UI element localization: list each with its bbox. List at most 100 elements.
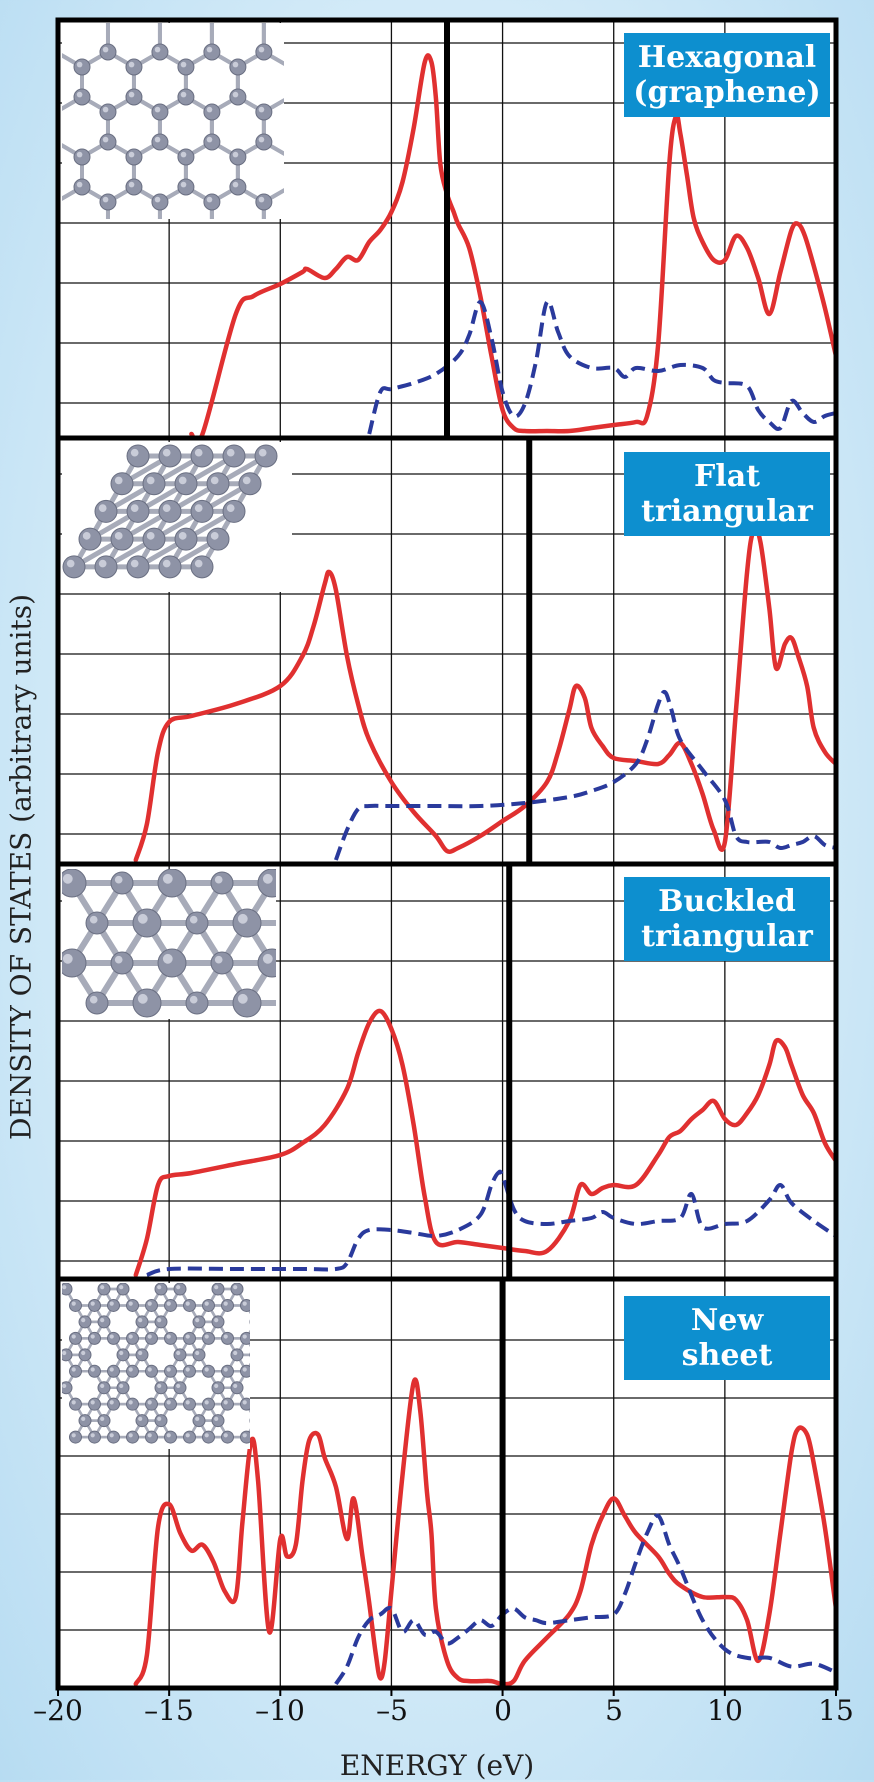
atom-highlight [214,1285,219,1290]
atom-highlight [166,1433,171,1438]
atom-highlight [62,953,73,964]
atom-highlight [194,504,203,512]
atom [158,444,182,468]
atom [78,1414,92,1428]
atom-highlight [258,448,267,457]
atom [202,1430,215,1444]
atom-highlight [90,1301,95,1306]
atom-highlight [204,1301,209,1306]
dos-curve-dashed [146,1169,836,1277]
atom-highlight [146,476,155,485]
atom-highlight [258,196,265,203]
atom-highlight [233,1285,238,1290]
atom-highlight [162,953,173,964]
atom-highlight [89,995,98,1004]
atom [151,43,169,61]
dos-curve-dashed [367,299,836,435]
atom-highlight [119,1383,124,1389]
atom-highlight [237,913,248,924]
atom-highlight [214,875,223,884]
atom-highlight [242,1400,247,1405]
atom-highlight [204,1433,209,1438]
atom [126,1430,139,1444]
atom [69,1397,82,1411]
atom [203,193,221,211]
atom-highlight [147,1334,152,1339]
atom-highlight [81,1350,86,1356]
atom [126,1331,139,1345]
atom [158,499,182,523]
atom [151,193,169,211]
y-axis-label: DENSITY OF STATES (arbitrary units) [4,593,38,1141]
atom-highlight [100,1383,105,1389]
atom-highlight [223,1334,228,1339]
atom-highlight [242,1334,247,1339]
atom [203,43,221,61]
atom [211,1381,225,1395]
atom [126,444,150,468]
atom-highlight [195,1350,200,1356]
atom-highlight [157,1416,162,1421]
atom [229,88,247,106]
panel-label-line-2: (graphene) [633,75,821,110]
atom [221,1397,234,1411]
atom-highlight [178,476,187,485]
atom [62,555,86,579]
x-tick-label: –15 [144,1694,194,1727]
atom-highlight [90,1433,95,1438]
atom-highlight [157,1383,162,1389]
atom-highlight [76,181,83,188]
atom [174,472,198,496]
panel-label-line-1: Buckled [658,884,796,919]
x-tick-label: –10 [255,1694,305,1727]
atom [173,1381,187,1395]
atom [154,1414,168,1428]
atom [73,178,91,196]
atom-highlight [128,1367,133,1372]
atom-highlight [166,1301,171,1306]
atom [99,43,117,61]
plot-frame [55,17,839,1691]
atom-highlight [109,1400,114,1405]
atom [229,58,247,76]
atom-highlight [130,448,139,457]
atom [230,1381,244,1395]
atom [202,1298,215,1312]
atom-highlight [147,1400,152,1405]
atom-highlight [71,1301,76,1306]
atom [164,1331,177,1345]
atom-highlight [204,1400,209,1405]
atom [97,1282,111,1296]
atom [154,1282,168,1296]
x-tick-label: 0 [494,1694,512,1727]
atom [164,1397,177,1411]
atom [192,1315,206,1329]
atom [142,472,166,496]
atom [94,555,118,579]
atom-highlight [71,1400,76,1405]
atom [254,444,278,468]
panel-frames [55,17,839,1696]
atom-highlight [147,1433,152,1438]
atom [145,1331,158,1345]
atom [125,178,143,196]
atom [192,1414,206,1428]
atom [126,499,150,523]
atom-highlight [206,136,213,143]
panel-label-line-2: sheet [681,1338,773,1373]
atom-highlight [258,106,265,113]
atom [151,133,169,151]
atom-highlight [62,873,73,884]
atom [126,555,150,579]
atom-highlight [258,46,265,53]
panel-label-line-1: New [690,1303,764,1338]
atom-highlight [194,448,203,457]
panel-label-line-1: Flat [694,459,760,494]
atom [183,1331,196,1345]
atom [125,148,143,166]
panel-label-buckled-triangular: Buckled triangular [624,877,830,961]
atom-highlight [226,504,235,512]
x-tick-label: –5 [376,1694,408,1727]
atom-highlight [214,1416,219,1421]
atom [88,1364,101,1378]
